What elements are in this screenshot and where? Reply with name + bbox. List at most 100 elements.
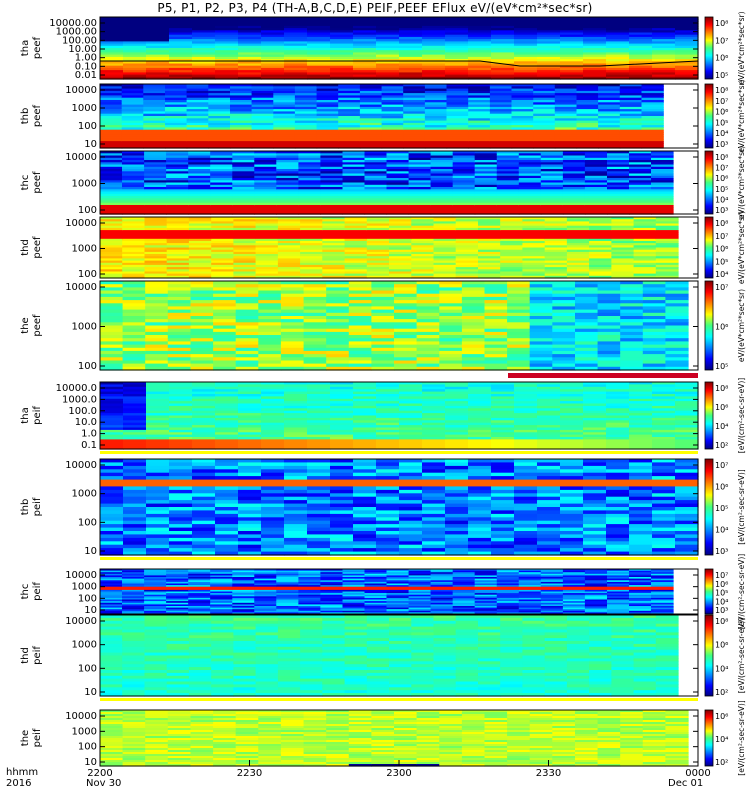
- x-tick-label: 2230: [237, 768, 262, 779]
- x-tick-label: 2330: [536, 768, 561, 779]
- y-tick-label: 1000: [72, 103, 97, 114]
- panel-label-species: peef: [32, 314, 43, 337]
- y-tick-label: 10000.00: [49, 18, 97, 29]
- y-tick-label: 10000: [65, 85, 97, 96]
- y-tick-label: 10: [84, 139, 97, 150]
- panel-label-species: peef: [32, 171, 43, 194]
- y-tick-label: 100.00: [62, 35, 97, 46]
- panel-label-probe: tha: [20, 40, 31, 56]
- colorbar-tick-label: 10⁶: [715, 108, 728, 117]
- colorbar-tick-label: 10³: [715, 140, 728, 149]
- flag-bar: [508, 373, 698, 378]
- colorbar-tick-label: 10⁷: [715, 97, 728, 106]
- colorbar-tick-label: 10²: [715, 688, 728, 697]
- colorbar: [704, 381, 714, 450]
- y-tick-label: 100: [78, 517, 97, 528]
- x-axis-end-date: Dec 01: [668, 778, 704, 789]
- panel-label-probe: thb: [20, 499, 31, 516]
- y-tick-label: 10000: [65, 460, 97, 471]
- x-axis-start-date: Nov 30: [86, 778, 122, 789]
- y-tick-label: 10.00: [68, 44, 97, 55]
- colorbar-tick-label: 10³: [715, 606, 728, 615]
- y-tick-label: 1000: [72, 489, 97, 500]
- colorbar-label: eV/(eV*cm²*sec*sr): [737, 211, 746, 284]
- x-axis-year-label: 2016: [6, 778, 32, 789]
- x-axis-time-label: hhmm: [6, 767, 39, 778]
- y-tick-label: 10000: [65, 152, 97, 163]
- y-tick-label: 10000: [65, 282, 97, 293]
- panel-frame: [99, 150, 699, 215]
- colorbar-tick-label: 10⁶: [715, 641, 728, 650]
- panel-thb-peif: 10000 1000 100 10 thb peif 10⁷ 10⁶ 10⁵ 10⁴ 10³ [eV/…: [20, 458, 746, 557]
- y-tick-label: 10000: [65, 711, 97, 722]
- colorbar-tick-label: 10⁸: [715, 219, 728, 228]
- y-tick-label: 10: [84, 605, 97, 616]
- colorbar-tick-label: 10⁴: [715, 526, 728, 535]
- y-tick-label: 1000: [72, 726, 97, 737]
- colorbar-tick-label: 10⁵: [715, 257, 728, 266]
- x-axis-units: hhmm 2016: [6, 767, 38, 789]
- panel-label-species: peif: [32, 406, 43, 425]
- y-tick-label: 1.00: [75, 53, 97, 64]
- panel-frame: [99, 458, 699, 556]
- colorbar-tick-label: 10⁷: [715, 164, 728, 173]
- colorbar: [704, 458, 714, 556]
- colorbar-tick-label: 10⁶: [715, 483, 728, 492]
- colorbar-tick-label: 10⁷: [715, 232, 728, 241]
- y-tick-label: 100: [78, 361, 97, 372]
- panel-label-species: peef: [32, 236, 43, 259]
- colorbar-tick-label: 10⁶: [715, 174, 728, 183]
- panel-thd-peef: 10000 1000 100 thd peef 10⁸ 10⁷ 10⁶ 10⁵ 10⁴ eV/(eV…: [20, 211, 746, 284]
- y-tick-label: 10: [84, 757, 97, 768]
- colorbar-tick-label: 10⁴: [715, 664, 728, 673]
- panel-frame: [99, 280, 699, 371]
- panel-label-species: peef: [32, 104, 43, 127]
- panel-label-probe: thc: [20, 175, 31, 191]
- colorbar: [704, 568, 714, 615]
- panel-frame: [99, 614, 699, 697]
- y-tick-label: 1000: [72, 322, 97, 333]
- separator-bar: [100, 557, 698, 560]
- y-tick-label: 0.01: [75, 70, 97, 81]
- colorbar-label: eV/(eV*cm²*sec*sr): [737, 289, 746, 362]
- colorbar: [704, 16, 714, 80]
- colorbar-tick-label: 10⁶: [715, 712, 728, 721]
- panel-the-peef: 10000 1000 100 the peef 10⁷ 10⁶ 10⁵ eV/(eV*cm²*s…: [20, 280, 746, 372]
- colorbar-tick-label: 10⁷: [715, 461, 728, 470]
- panel-frame: [99, 16, 699, 80]
- y-tick-label: 1000.0: [62, 394, 97, 405]
- y-tick-label: 1000: [72, 179, 97, 190]
- colorbar-label: eV/(eV*cm²*sec*sr): [737, 79, 746, 152]
- colorbar-tick-label: 10⁸: [715, 153, 728, 162]
- y-tick-label: 10: [84, 546, 97, 557]
- colorbar-tick-label: 10²: [715, 441, 728, 450]
- y-tick-label: 100.0: [68, 406, 97, 417]
- colorbar-tick-label: 10⁶: [715, 54, 728, 63]
- y-tick-label: 100: [78, 121, 97, 132]
- y-tick-label: 1000: [72, 582, 97, 593]
- y-tick-label: 10000: [65, 218, 97, 229]
- y-tick-label: 100: [78, 742, 97, 753]
- y-tick-label: 100: [78, 663, 97, 674]
- colorbar-label: [eV/(cm²-sec-sr-eV)]: [737, 618, 746, 694]
- colorbar-tick-label: 10⁷: [715, 283, 728, 292]
- panel-label-probe: thd: [20, 647, 31, 664]
- panel-frame: [99, 216, 699, 279]
- colorbar-tick-label: 10⁴: [715, 129, 728, 138]
- separator-bar: [100, 698, 698, 701]
- colorbar-tick-label: 10⁸: [715, 384, 728, 393]
- colorbar-tick-label: 10³: [715, 206, 728, 215]
- y-tick-label: 1.0: [81, 429, 97, 440]
- y-tick-label: 100: [78, 269, 97, 280]
- panel-label-probe: tha: [20, 407, 31, 423]
- panel-label-species: peif: [32, 582, 43, 601]
- panel-label-probe: thd: [20, 239, 31, 256]
- panel-label-species: peif: [32, 728, 43, 747]
- x-tick-label: 2300: [386, 768, 411, 779]
- x-tick-label: 2200: [87, 768, 112, 779]
